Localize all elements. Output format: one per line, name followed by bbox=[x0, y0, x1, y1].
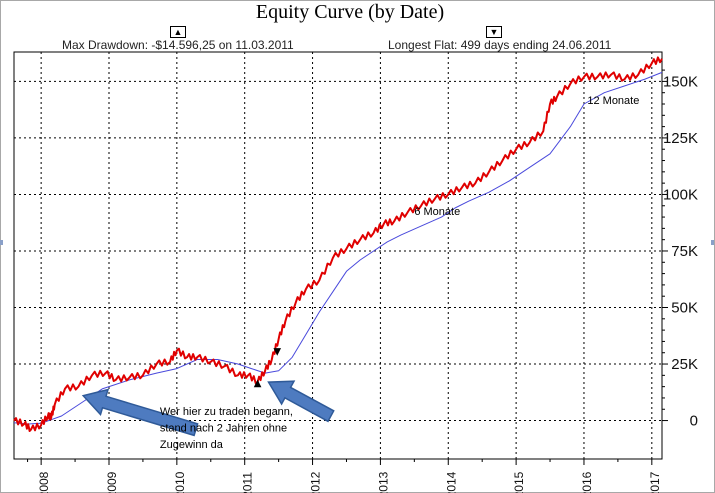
longest-flat-text: Longest Flat: 499 days ending 24.06.2011 bbox=[388, 38, 612, 52]
x-tick-label: 2010 bbox=[173, 471, 187, 493]
right-edge-handle[interactable] bbox=[711, 240, 714, 245]
y-tick-label: 150K bbox=[663, 73, 698, 90]
annotation-text: 6 Monate bbox=[414, 206, 460, 218]
y-tick-label: 50K bbox=[671, 300, 698, 317]
x-tick-label: 2013 bbox=[376, 471, 390, 493]
y-tick-label: 100K bbox=[663, 186, 698, 203]
drawdown-marker-button[interactable]: ▲ bbox=[170, 26, 186, 38]
y-tick-label: 125K bbox=[663, 130, 698, 147]
annotation-text: 12 Monate bbox=[587, 95, 639, 107]
x-tick-label: 2016 bbox=[580, 471, 594, 493]
max-drawdown-text: Max Drawdown: -$14.596,25 on 11.03.2011 bbox=[62, 38, 294, 52]
x-tick-label: 2015 bbox=[512, 471, 526, 493]
x-tick-label: 2012 bbox=[309, 471, 323, 493]
y-tick-label: 0 bbox=[690, 413, 698, 430]
flat-marker-button[interactable]: ▼ bbox=[486, 26, 502, 38]
left-edge-handle[interactable] bbox=[0, 240, 3, 245]
x-tick-label: 2014 bbox=[444, 471, 458, 493]
callout-arrow bbox=[267, 380, 335, 423]
callout-arrow bbox=[81, 388, 199, 437]
x-tick-label: 2008 bbox=[37, 471, 51, 493]
annotation-text: Wer hier zu traden begann, bbox=[160, 406, 293, 418]
y-tick-label: 75K bbox=[671, 243, 698, 260]
equity-line bbox=[13, 56, 663, 432]
x-tick-label: 2009 bbox=[105, 471, 119, 493]
annotation-text: stand nach 2 Jahren ohne bbox=[160, 422, 287, 434]
drawdown-point-marker: ▲ bbox=[254, 378, 262, 389]
annotation-text: Zugewinn da bbox=[160, 439, 224, 451]
flat-point-marker: ▼ bbox=[273, 346, 281, 357]
x-tick-label: 2011 bbox=[241, 472, 255, 493]
x-tick-label: 2017 bbox=[648, 471, 662, 493]
chart-title: Equity Curve (by Date) bbox=[255, 1, 445, 23]
y-tick-label: 25K bbox=[671, 356, 698, 373]
